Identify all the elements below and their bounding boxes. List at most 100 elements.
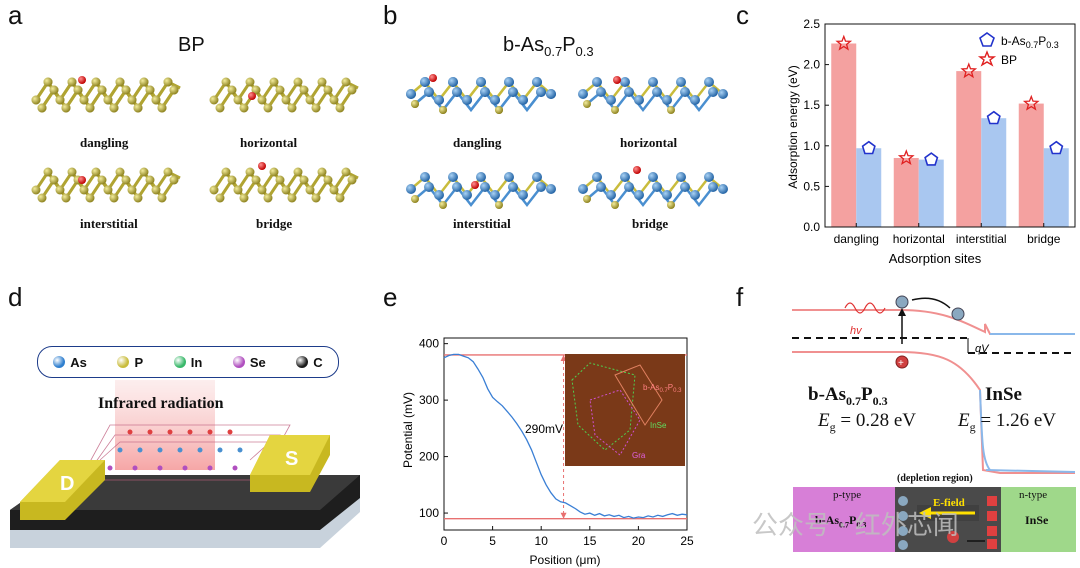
marker-bridge-bp [1022,94,1040,111]
x-tick-horizontal: horizontal [893,232,945,246]
panel-label-c: c [736,0,749,30]
panel-c-ylabel: Adsorption energy (eV) [786,65,800,188]
infrared-radiation-label: Infrared radiation [98,395,224,412]
legend-se: Se [232,355,266,370]
bar-horizontal-bas [918,159,944,227]
panel-e-inset: b-As0.7P0.3 InSe Gra [565,354,685,466]
f-right-bandgap: Eg = 1.26 eV [958,410,1056,434]
bottom-inse-label: InSe [1025,513,1049,527]
legend-star-icon [977,50,997,67]
marker-horizontal-bp [897,149,915,166]
n-type-label: n-type [1019,489,1048,501]
marker-horizontal-bas [924,152,939,166]
efield-label: E-field [933,497,965,509]
x-tick-25: 25 [680,534,694,548]
panel-e-ylabel: Potential (mV) [401,392,415,468]
panel-f-band-diagram: + hv qV [792,295,1076,474]
bar-horizontal-bp [893,157,919,227]
panel-label-f: f [736,282,744,312]
x-tick-10: 10 [535,534,549,548]
y-tick-2: 2.0 [803,58,820,72]
y-tick-100: 100 [419,506,439,520]
hv-label: hv [850,325,863,337]
y-tick-200: 200 [419,450,439,464]
legend-p: P [117,355,143,370]
marker-dangling-bp [835,34,853,51]
legend-as: As [53,355,87,370]
legend-pentagon-icon [979,32,995,47]
panel-c-chart: dangling horizontal interstitial bridge 0.0 0… [786,17,1076,266]
bottom-bas-label: b-As0.7P0.3 [815,513,867,530]
electron-icon [895,295,909,309]
atom-c-icon [296,356,309,368]
f-junction: p-type n-type b-As0.7P0.3 InSe (depletio… [793,473,1076,552]
x-tick-dangling: dangling [834,232,879,246]
drain-label: D [60,473,74,495]
source-label: S [285,448,298,470]
panel-label-d: d [8,282,23,312]
inset-inse-label: InSe [650,421,667,430]
panel-a-molecules [30,76,360,204]
electron-icon [951,307,965,321]
y-tick-400: 400 [419,337,439,351]
panel-c-legend: b-As0.7P0.3 BP [977,32,1059,67]
panel-label-a: a [8,0,23,30]
atom-in-icon [173,356,186,368]
marker-dangling-bas [861,140,876,155]
panel-b-site-dangling: dangling [453,135,502,150]
hole-icon [895,355,909,369]
x-tick-bridge: bridge [1027,232,1061,246]
marker-interstitial-bas [986,110,1001,125]
panel-b-site-horizontal: horizontal [620,135,678,150]
panel-a-title: BP [178,34,205,56]
annotation-290mv: 290mV [525,422,563,436]
x-tick-0: 0 [441,534,448,548]
atom-as-icon [53,356,66,368]
f-left-material: b-As0.7P0.3 [808,384,888,408]
panel-a-site-bridge: bridge [256,216,293,231]
legend-c: C [296,355,323,370]
y-tick-300: 300 [419,393,439,407]
y-tick-2.5: 2.5 [803,17,820,31]
f-right-material: InSe [985,384,1022,405]
legend-bp: BP [1001,53,1017,67]
panel-a-site-horizontal: horizontal [240,135,298,150]
panel-b-site-bridge: bridge [632,216,669,231]
panel-a-site-dangling: dangling [80,135,129,150]
x-tick-15: 15 [583,534,597,548]
bar-bridge-bas [1043,148,1069,227]
panel-c-xlabel: Adsorption sites [889,251,982,266]
p-region [793,487,895,552]
y-tick-1: 1.0 [803,139,820,153]
panel-e-chart: 0 5 10 15 20 25 100 200 300 400 Potential (mV) Po… [401,337,694,567]
inset-bas-label: b-As0.7P0.3 [643,383,682,394]
panel-label-b: b [383,0,398,30]
panel-d-legend-box: As P In Se C [37,346,339,378]
panel-e-xlabel: Position (μm) [530,553,601,567]
svg-text:+: + [898,358,904,369]
legend-bas: b-As0.7P0.3 [1001,34,1059,50]
x-tick-interstitial: interstitial [956,232,1007,246]
n-region [1001,487,1076,552]
bar-bridge-bp [1018,103,1044,227]
depletion-label: (depletion region) [897,473,973,484]
qv-label: qV [975,343,990,355]
y-tick-1.5: 1.5 [803,98,820,112]
atom-se-icon [232,356,245,368]
x-tick-5: 5 [489,534,496,548]
watermark: 公众号 · 红外芯闻 [752,511,959,541]
marker-bridge-bas [1049,140,1064,155]
f-left-bandgap: Eg = 0.28 eV [818,410,916,434]
x-tick-20: 20 [632,534,646,548]
legend-in: In [173,355,202,370]
y-tick-0.5: 0.5 [803,179,820,193]
inset-gra-label: Gra [632,451,646,460]
panel-b-site-interstitial: interstitial [453,216,511,231]
panel-b-molecules [405,74,730,211]
atom-p-icon [117,356,130,368]
bar-interstitial-bp [956,71,982,227]
p-type-label: p-type [833,489,862,501]
panel-d-device: D S [10,380,360,548]
bar-interstitial-bas [981,118,1007,227]
panel-label-e: e [383,282,398,312]
